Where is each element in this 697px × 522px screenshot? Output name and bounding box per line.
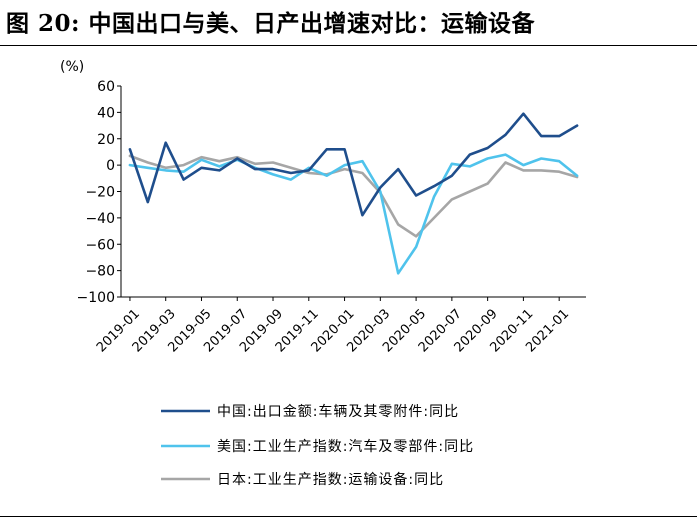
title-divider <box>0 45 697 46</box>
y-tick-label: −40 <box>85 211 115 227</box>
series-layer <box>128 112 579 275</box>
x-axis-ticks: 2019-012019-032019-052019-072019-092019-… <box>94 297 572 355</box>
y-tick-label: 60 <box>97 79 115 95</box>
y-axis-ticks: 60 40 20 0 −20 −40 −60 −80 −100 <box>77 79 121 306</box>
y-tick-label: −80 <box>85 264 115 280</box>
chart-axes: (%) 60 40 20 0 −20 −40 −60 −80 −100 2019-012019-… <box>60 59 586 355</box>
y-axis-unit-label: (%) <box>60 59 84 75</box>
legend-label: 日本:工业生产指数:运输设备:同比 <box>217 471 444 488</box>
legend-label: 中国:出口金额:车辆及其零附件:同比 <box>217 403 459 420</box>
legend-label: 美国:工业生产指数:汽车及零部件:同比 <box>217 438 474 455</box>
figure-title: 图 20: 中国出口与美、日产出增速对比：运输设备 <box>6 10 536 37</box>
us-production-series-line <box>128 153 579 275</box>
y-tick-label: 20 <box>97 132 115 148</box>
china-export-series-line <box>128 112 579 217</box>
legend: 中国:出口金额:车辆及其零附件:同比美国:工业生产指数:汽车及零部件:同比日本:… <box>161 403 474 488</box>
y-tick-label: −60 <box>85 237 115 253</box>
y-tick-label: 0 <box>106 158 115 174</box>
bottom-divider <box>0 516 697 517</box>
y-tick-label: 40 <box>97 105 115 121</box>
y-tick-label: −100 <box>77 290 115 306</box>
y-tick-label: −20 <box>85 185 115 201</box>
japan-production-series-line <box>128 154 579 238</box>
